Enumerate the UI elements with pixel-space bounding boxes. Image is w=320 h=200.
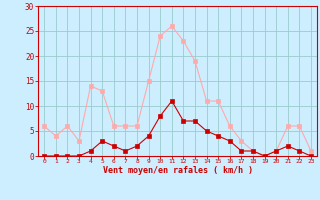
X-axis label: Vent moyen/en rafales ( km/h ): Vent moyen/en rafales ( km/h ) <box>103 166 252 175</box>
